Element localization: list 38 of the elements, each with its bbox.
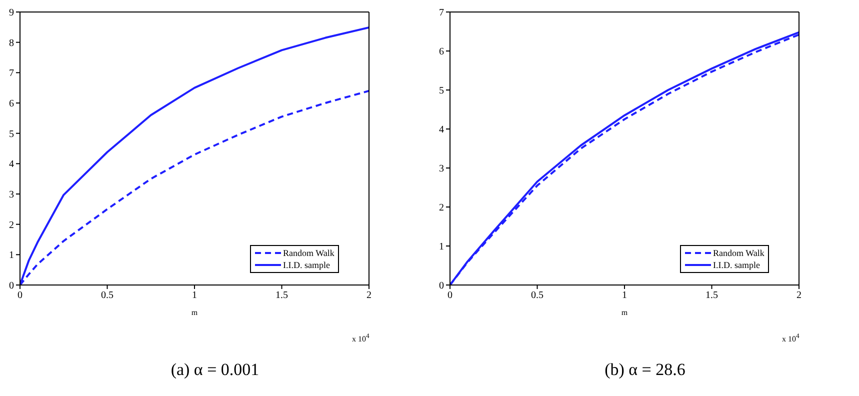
y-tick-label: 4 xyxy=(439,124,444,136)
x-axis-title: m xyxy=(191,308,198,317)
legend-label: Random Walk xyxy=(283,247,334,259)
y-tick-label: 3 xyxy=(9,190,14,201)
x-tick-label: 1 xyxy=(622,290,627,302)
y-tick-label: 9 xyxy=(9,8,14,19)
x-tick-label: 2 xyxy=(796,290,802,302)
x-tick-label: 0 xyxy=(448,290,452,302)
y-tick-label: 5 xyxy=(439,86,444,97)
text: x 10$^{4}$ xyxy=(782,333,800,344)
y-tick-label: 7 xyxy=(439,8,444,19)
x-tick-label: 1.5 xyxy=(706,290,718,302)
x-tick-label: 0.5 xyxy=(531,290,544,302)
x-tick-label: 0 xyxy=(18,290,22,302)
y-tick-label: 8 xyxy=(9,38,14,49)
y-tick-label: 3 xyxy=(439,164,444,175)
y-tick-label: 1 xyxy=(439,242,444,253)
x-tick-label: 2 xyxy=(366,290,372,302)
y-tick-label: 6 xyxy=(9,98,14,110)
text: (a) α = 0.001 xyxy=(170,360,260,380)
x-tick-label: 1.5 xyxy=(276,290,288,302)
y-tick-label: 4 xyxy=(9,159,14,170)
x-axis-title: m xyxy=(621,308,628,317)
y-tick-label: 0 xyxy=(9,280,14,292)
y-tick-label: 0 xyxy=(439,280,444,292)
legend-label: I.I.D. sample xyxy=(713,259,760,271)
y-tick-label: 5 xyxy=(9,128,14,140)
x-tick-label: 0.5 xyxy=(101,290,114,302)
legend-label: I.I.D. sample xyxy=(283,259,330,271)
x-tick-label: 1 xyxy=(192,290,197,302)
y-tick-label: 1 xyxy=(9,250,14,262)
y-tick-label: 2 xyxy=(9,220,14,231)
y-tick-label: 6 xyxy=(439,46,444,58)
y-tick-label: 7 xyxy=(9,68,14,80)
y-tick-label: 2 xyxy=(439,202,444,214)
text: x 10$^{4}$ xyxy=(352,333,370,344)
legend-label: Random Walk xyxy=(713,247,764,259)
text: (b) α = 28.6 xyxy=(604,360,686,380)
